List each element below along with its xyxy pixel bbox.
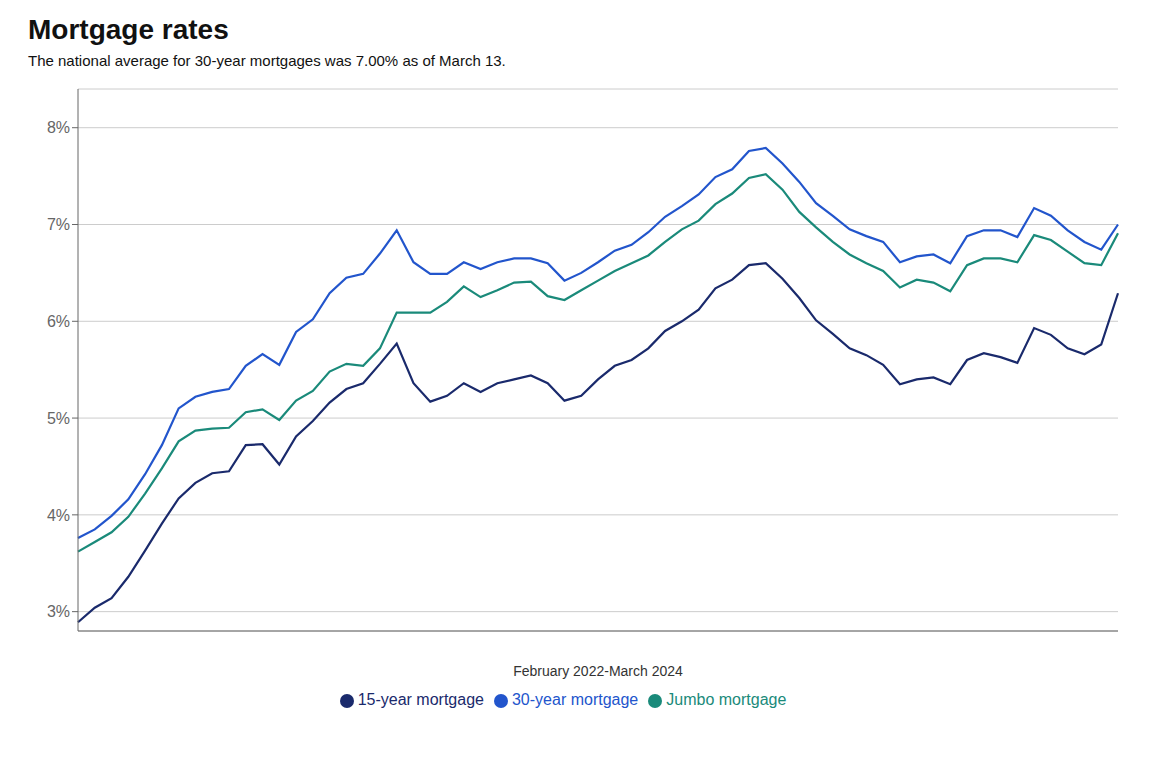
svg-text:February 2022-March 2024: February 2022-March 2024 <box>513 663 683 679</box>
html-text:Mortgage rates: Mortgage rates <box>28 14 229 45</box>
svg-text:4%: 4% <box>47 507 70 524</box>
svg-text:7%: 7% <box>47 216 70 233</box>
svg-text:3%: 3% <box>47 603 70 620</box>
svg-text:8%: 8% <box>47 119 70 136</box>
html-text:15-year mortgage: 15-year mortgage <box>357 691 484 708</box>
html-text:The national average for 30-ye: The national average for 30-year mortgag… <box>28 52 506 69</box>
svg-text:5%: 5% <box>47 410 70 427</box>
html-text:30-year mortgage: 30-year mortgage <box>512 691 639 708</box>
html-text:Jumbo mortgage: Jumbo mortgage <box>666 691 787 708</box>
svg-text:6%: 6% <box>47 313 70 330</box>
